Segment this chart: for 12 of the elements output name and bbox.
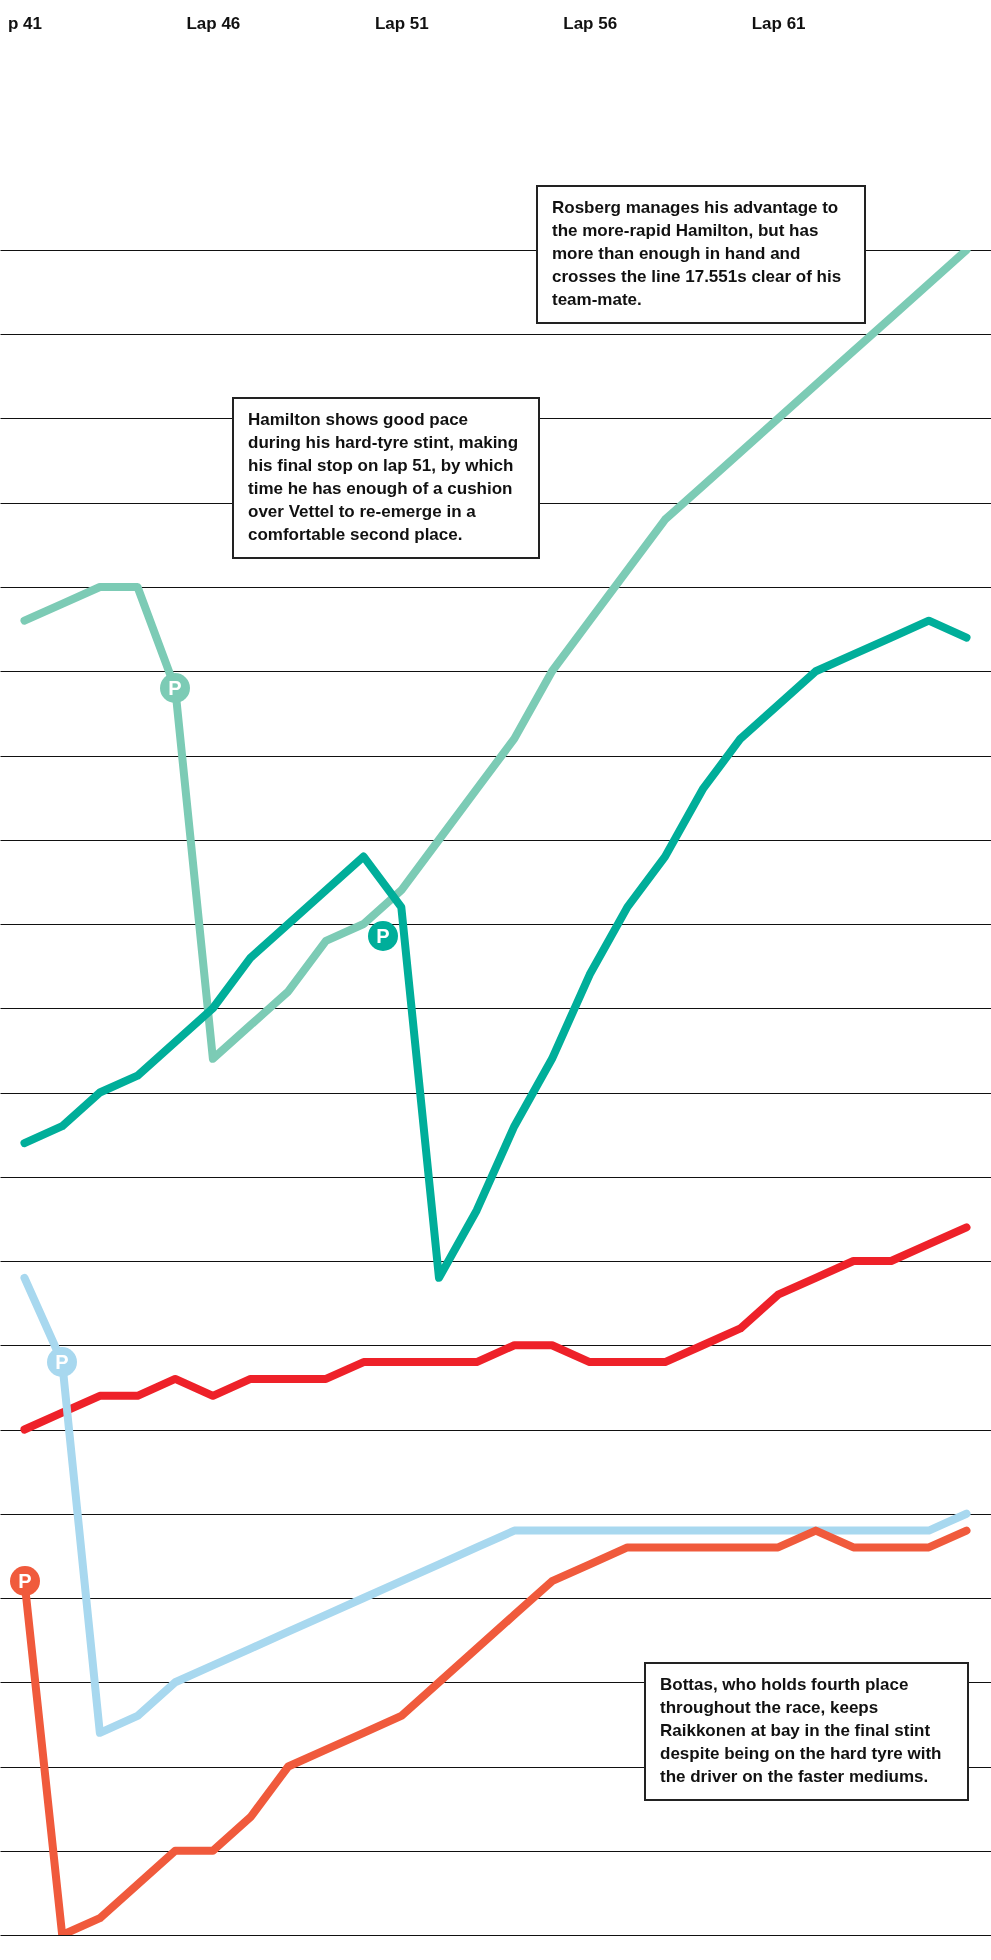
x-tick-label: Lap 56 [563, 13, 618, 33]
x-tick-label: Lap 46 [186, 13, 241, 33]
annotation: P [47, 1347, 77, 1377]
annotation: Rosberg manages his advantage to the more-rapid Hamilton, but has more than enough in hand and crosses the line 17.551s clear of his team-mate. [536, 185, 866, 324]
annotation: P [368, 921, 398, 951]
x-tick-label: Lap 51 [374, 13, 429, 33]
annotation: P [10, 1566, 40, 1596]
x-tick-label: p 41 [7, 13, 43, 33]
annotation: Hamilton shows good pace during his hard-tyre stint, making his final stop on lap 51, by which time he has enough of a cushion over Vettel to re-emerge in a comfortable second place. [232, 397, 540, 559]
annotation: Bottas, who holds fourth place throughout the race, keeps Raikkonen at bay in the final stint despite being on the hard tyre with the driver on the faster mediums. [644, 1662, 969, 1801]
x-tick-label: Lap 61 [751, 13, 806, 33]
annotation: P [160, 673, 190, 703]
